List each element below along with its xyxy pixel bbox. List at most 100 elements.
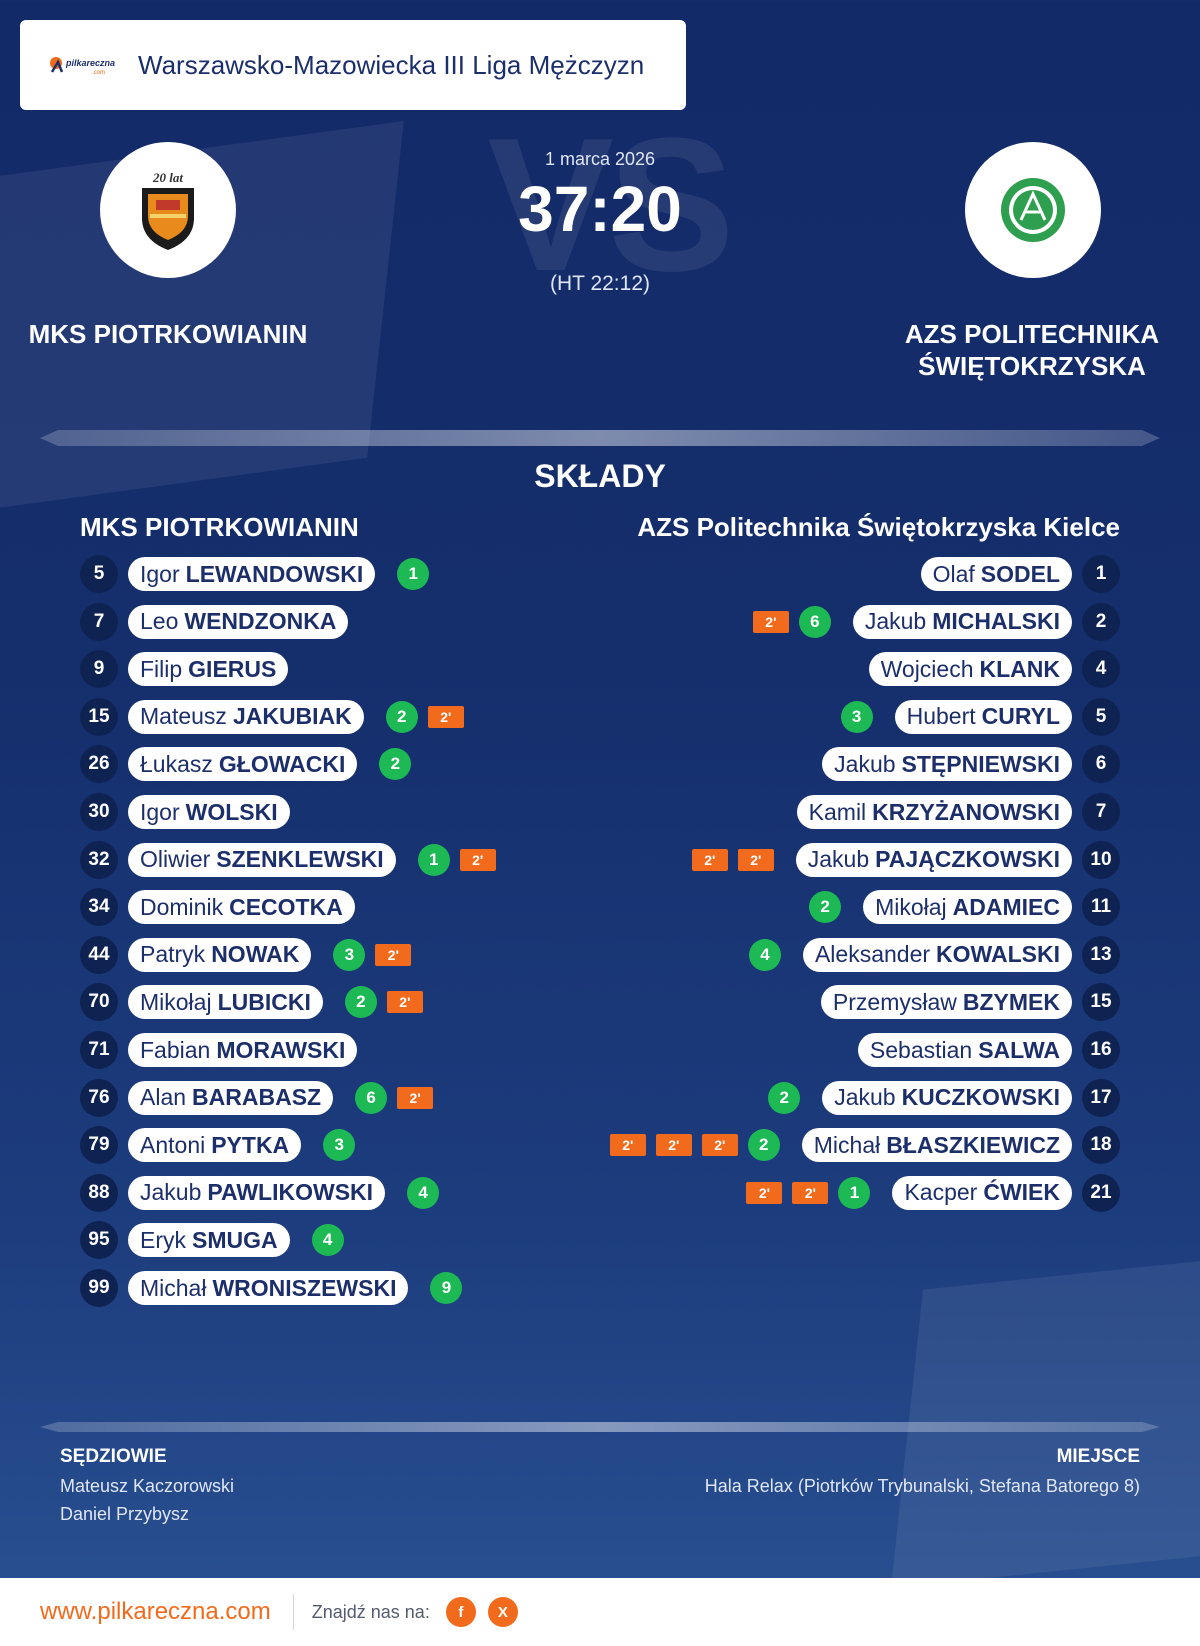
suspension-badge: 2' (655, 1134, 692, 1157)
player-first-name: Eryk (140, 1226, 186, 1253)
goals-badge: 4 (311, 1224, 344, 1257)
player-row: 34 Dominik CECOTKA (80, 888, 377, 927)
player-name: Wojciech KLANK (868, 652, 1072, 687)
player-name: Jakub STĘPNIEWSKI (822, 747, 1072, 782)
player-last-name: SODEL (980, 560, 1060, 587)
player-number: 15 (80, 697, 118, 736)
player-row: 5 Igor LEWANDOWSKI 1 (80, 555, 430, 593)
player-last-name: NOWAK (211, 941, 300, 968)
player-last-name: KRZYŻANOWSKI (872, 798, 1060, 825)
referee-name: Daniel Przybysz (60, 1504, 190, 1524)
suspension-badge: 2' (792, 1181, 829, 1204)
goals-badge: 3 (323, 1129, 356, 1162)
away-crest-icon (1001, 178, 1065, 242)
player-number: 18 (1082, 1126, 1120, 1165)
player-first-name: Kacper (904, 1179, 978, 1206)
player-stats: 2 2' (344, 986, 423, 1019)
player-name: Jakub PAWLIKOWSKI (128, 1175, 386, 1210)
player-first-name: Alan (140, 1084, 187, 1111)
player-row: 17 Jakub KUCZKOWSKI 2 (768, 1078, 1120, 1117)
player-last-name: KLANK (979, 655, 1061, 682)
player-name: Jakub MICHALSKI (852, 604, 1072, 639)
suspension-badge: 2' (746, 1181, 783, 1204)
away-team-crest (965, 142, 1101, 278)
player-number: 17 (1082, 1078, 1120, 1117)
player-stats: 1 (397, 558, 430, 590)
player-stats: 9 (430, 1272, 463, 1304)
player-row: 79 Antoni PYTKA 3 (80, 1126, 356, 1165)
player-first-name: Michał (813, 1131, 881, 1158)
goals-badge: 2 (809, 891, 842, 924)
player-number: 88 (80, 1173, 118, 1212)
player-name: Hubert CURYL (894, 699, 1072, 734)
player-last-name: WOLSKI (185, 798, 278, 825)
player-last-name: ĆWIEK (983, 1179, 1060, 1206)
goals-badge: 2 (768, 1081, 801, 1114)
player-row: 32 Oliwier SZENKLEWSKI 1 2' (80, 840, 496, 879)
footer-separator (292, 1594, 294, 1630)
home-crest-icon: 20 lat (142, 170, 194, 250)
player-last-name: WRONISZEWSKI (212, 1274, 397, 1301)
player-name: Igor WOLSKI (128, 795, 290, 829)
player-number: 9 (80, 650, 118, 689)
player-last-name: SMUGA (192, 1226, 278, 1253)
player-stats: 4 (311, 1224, 344, 1257)
player-first-name: Jakub (834, 750, 896, 777)
player-number: 1 (1082, 555, 1120, 593)
player-last-name: STĘPNIEWSKI (901, 750, 1060, 777)
player-name: Leo WENDZONKA (128, 604, 349, 639)
player-name: Sebastian SALWA (857, 1033, 1072, 1067)
player-first-name: Jakub (864, 608, 927, 635)
player-number: 44 (80, 935, 118, 974)
lineups-title: SKŁADY (534, 458, 666, 494)
goals-badge: 2 (379, 748, 412, 781)
player-row: 18 Michał BŁASZKIEWICZ 2 2' 2' 2' (609, 1126, 1120, 1165)
player-name: Mikołaj LUBICKI (128, 985, 323, 1020)
player-first-name: Oliwier (140, 846, 211, 873)
player-name: Igor LEWANDOWSKI (128, 557, 376, 591)
player-stats: 2 (809, 891, 842, 924)
site-link[interactable]: www.pilkareczna.com (40, 1598, 271, 1625)
player-row: 70 Mikołaj LUBICKI 2 2' (80, 983, 423, 1022)
player-first-name: Fabian (140, 1036, 211, 1063)
player-last-name: KOWALSKI (936, 941, 1060, 968)
halftime-score: (HT 22:12) (550, 272, 650, 295)
player-number: 99 (80, 1269, 118, 1307)
player-last-name: ADAMIEC (952, 893, 1060, 920)
player-stats: 3 2' (333, 938, 412, 971)
player-stats: 6 2' (752, 605, 831, 638)
player-last-name: JAKUBIAK (232, 703, 352, 730)
player-first-name: Mikołaj (140, 988, 212, 1015)
player-number: 5 (80, 555, 118, 593)
player-first-name: Dominik (140, 893, 224, 920)
player-row: 1 Olaf SODEL (899, 555, 1120, 593)
suspension-badge: 2' (375, 943, 412, 966)
player-stats: 2 2' (385, 700, 464, 733)
player-number: 7 (1082, 793, 1120, 831)
league-header: pilkareczna .com Warszawsko-Mazowiecka I… (20, 20, 686, 110)
player-first-name: Patryk (140, 941, 206, 968)
facebook-icon[interactable]: f (445, 1597, 476, 1627)
player-first-name: Przemysław (832, 988, 957, 1015)
player-row: 2 Jakub MICHALSKI 6 2' (752, 602, 1120, 641)
match-date: 1 marca 2026 (544, 149, 656, 169)
divider (40, 430, 1160, 446)
x-icon[interactable]: X (487, 1597, 518, 1627)
divider (40, 1422, 1160, 1432)
player-last-name: GIERUS (188, 655, 277, 682)
player-last-name: CURYL (981, 703, 1060, 730)
player-row: 7 Kamil KRZYŻANOWSKI (775, 793, 1120, 831)
player-first-name: Kamil (808, 798, 867, 825)
player-number: 76 (80, 1078, 118, 1117)
player-name: Jakub PAJĄCZKOWSKI (795, 842, 1072, 877)
logo-text: pilkareczna (65, 58, 115, 68)
player-number: 79 (80, 1126, 118, 1165)
goals-badge: 1 (838, 1176, 871, 1209)
player-first-name: Aleksander (814, 941, 931, 968)
player-name: Aleksander KOWALSKI (802, 937, 1072, 972)
suspension-badge: 2' (397, 1086, 434, 1109)
player-number: 7 (80, 602, 118, 641)
player-stats: 3 (323, 1129, 356, 1162)
player-last-name: MICHALSKI (932, 608, 1060, 635)
player-name: Filip GIERUS (128, 652, 289, 687)
